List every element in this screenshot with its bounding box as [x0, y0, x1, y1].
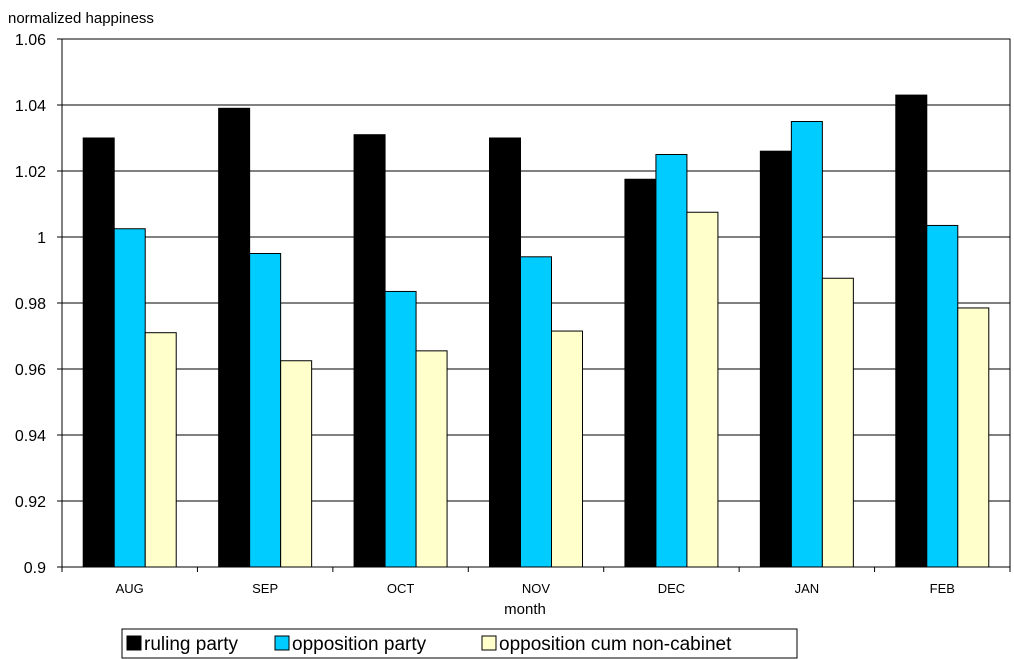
- bar-dec-series-2: [686, 211, 719, 568]
- bar-aug-series-1: [113, 228, 146, 568]
- y-tick-label: 1.04: [15, 98, 46, 115]
- bar-oct-series-0: [353, 134, 386, 568]
- bar-jan-series-0: [759, 150, 792, 568]
- bar-sep-series-0: [218, 107, 251, 568]
- y-tick-label: 0.9: [24, 560, 46, 577]
- bar-sep-series-2: [280, 360, 313, 568]
- y-tick-label: 0.92: [15, 494, 46, 511]
- y-tick-label: 0.98: [15, 296, 46, 313]
- x-tick-label: OCT: [387, 581, 415, 596]
- legend-label: ruling party: [144, 634, 238, 655]
- x-tick-label: FEB: [930, 581, 955, 596]
- legend: ruling party opposition party opposition c…: [121, 628, 798, 659]
- bar-nov-series-0: [489, 137, 521, 568]
- bar-jan-series-2: [821, 277, 854, 568]
- bar-nov-series-2: [551, 330, 583, 568]
- y-tick-label: 0.96: [15, 362, 46, 379]
- bar-nov-series-1: [520, 256, 552, 568]
- x-tick-label: JAN: [795, 581, 820, 596]
- y-tick-label: 1.06: [15, 32, 46, 49]
- bar-aug-series-0: [82, 137, 115, 568]
- bars-group: [82, 94, 990, 568]
- bar-feb-series-2: [957, 307, 990, 568]
- bar-aug-series-2: [144, 332, 177, 568]
- bar-dec-series-0: [624, 178, 657, 568]
- x-axis-ticks: AUG SEP OCT NOV DEC JAN FEB: [61, 567, 1011, 596]
- x-tick-label: DEC: [658, 581, 685, 596]
- bar-oct-series-2: [415, 350, 448, 568]
- bar-feb-series-0: [895, 94, 928, 568]
- x-tick-label: NOV: [522, 581, 551, 596]
- bar-jan-series-1: [790, 121, 823, 568]
- legend-swatch: [481, 635, 497, 651]
- x-axis-title: month: [504, 601, 546, 618]
- legend-box: [121, 628, 798, 659]
- legend-swatch: [126, 635, 142, 651]
- x-tick-label: AUG: [116, 581, 144, 596]
- y-tick-label: 1.02: [15, 164, 46, 181]
- x-tick-label: SEP: [252, 581, 278, 596]
- bar-sep-series-1: [249, 253, 282, 568]
- legend-label: opposition cum non-cabinet: [499, 634, 732, 655]
- bar-dec-series-1: [655, 154, 688, 568]
- y-tick-label: 0.94: [15, 428, 46, 445]
- bar-feb-series-1: [926, 224, 959, 568]
- bar-oct-series-1: [384, 290, 417, 568]
- y-tick-label: 1: [37, 230, 46, 247]
- legend-label: opposition party: [292, 634, 427, 655]
- y-axis-ticks: 0.9 0.92 0.94 0.96 0.98 1 1.02 1.04 1.06: [15, 32, 62, 577]
- y-axis-title: normalized happiness: [8, 10, 154, 27]
- legend-swatch: [274, 635, 290, 651]
